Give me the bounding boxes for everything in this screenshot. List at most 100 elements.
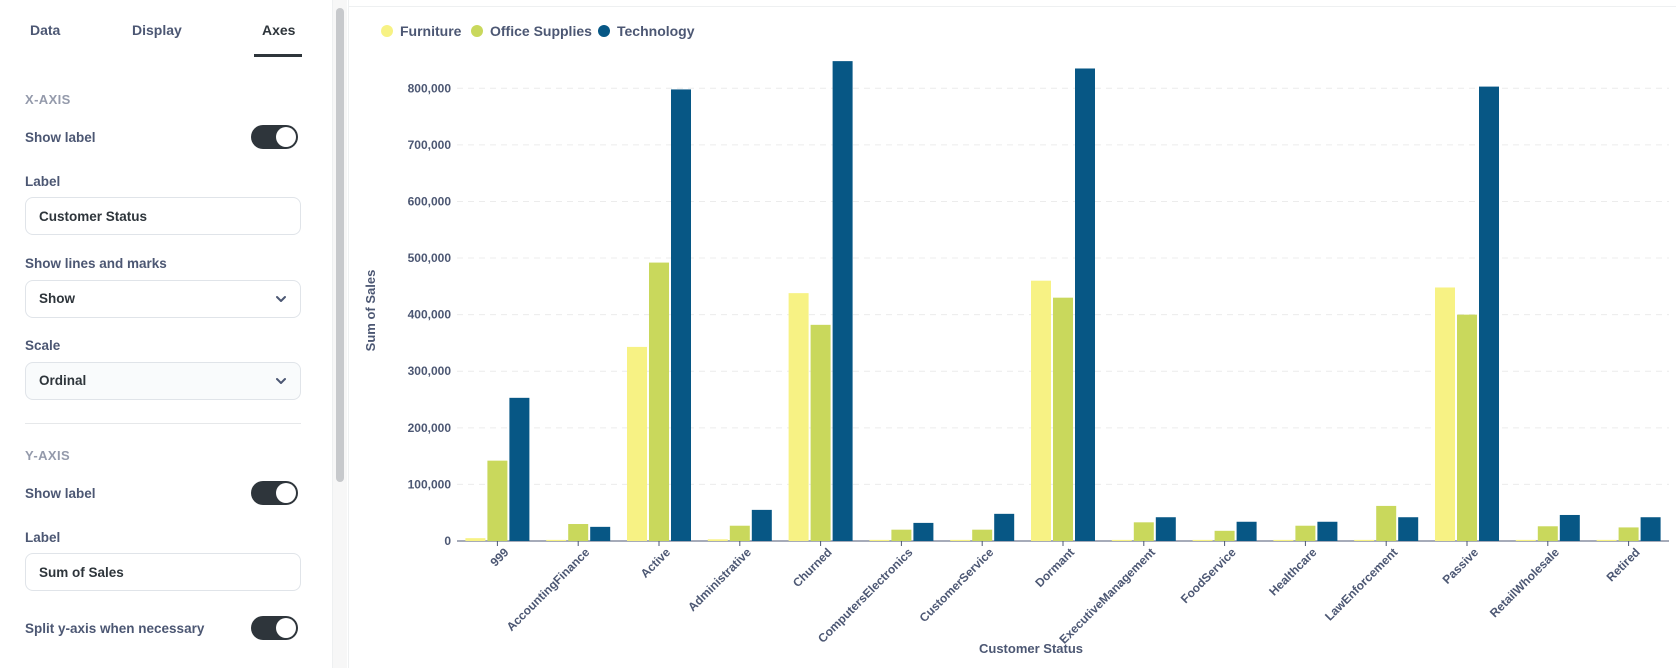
x-tick-label: Passive (1440, 545, 1482, 587)
bar-furniture (1031, 280, 1051, 541)
y-tick-label: 700,000 (408, 138, 452, 152)
bar-furniture (1515, 539, 1536, 541)
tab-data[interactable]: Data (30, 22, 61, 38)
x-axis-show-label-text: Show label (25, 130, 96, 145)
bar-chart: 0 100,000 200,000 300,000 400,000 500,000 600,… (363, 61, 1669, 656)
legend-label: Furniture (400, 23, 462, 39)
y-tick-label: 600,000 (408, 194, 452, 208)
legend-item-office-supplies[interactable]: Office Supplies (471, 22, 592, 40)
bar-furniture (1354, 539, 1375, 541)
bar-furniture (546, 539, 567, 541)
bar-office-supplies (729, 525, 750, 541)
bar-furniture (1596, 539, 1617, 541)
bar-office-supplies (568, 524, 589, 541)
bar-technology (1559, 514, 1580, 541)
y-axis-label-input[interactable] (25, 553, 301, 591)
toggle-knob (276, 618, 296, 638)
bar-office-supplies (1376, 505, 1397, 541)
sidebar-scrollbar-thumb[interactable] (336, 8, 344, 482)
x-tick-label: LawEnforcement (1322, 545, 1400, 623)
legend-label: Office Supplies (490, 23, 592, 39)
x-tick-label: Active (638, 545, 674, 581)
bar-furniture (707, 539, 728, 541)
bar-office-supplies (1133, 522, 1154, 541)
y-tick-label: 500,000 (408, 251, 452, 265)
legend-swatch (381, 25, 393, 37)
chevron-down-icon (276, 296, 286, 302)
y-tick-label: 0 (444, 534, 451, 548)
legend-item-technology[interactable]: Technology (598, 22, 695, 40)
x-axis-scale-title: Scale (25, 338, 61, 353)
legend-swatch (598, 25, 610, 37)
x-axis-lines-marks-title: Show lines and marks (25, 256, 167, 271)
bar-technology (590, 526, 611, 541)
legend-swatch (471, 25, 483, 37)
bar-office-supplies (1295, 525, 1316, 541)
bar-office-supplies (810, 324, 831, 541)
x-axis-scale-select[interactable]: Ordinal (25, 362, 301, 400)
bar-furniture (1435, 287, 1455, 541)
x-axis-label-title: Label (25, 174, 61, 189)
x-axis-show-label-toggle[interactable] (251, 125, 298, 149)
bar-technology (1640, 517, 1661, 541)
y-axis-section-title: Y-AXIS (25, 448, 71, 463)
bar-technology (994, 513, 1015, 541)
bar-furniture (1111, 539, 1132, 541)
x-axis-title: Customer Status (979, 641, 1083, 656)
bar-office-supplies (1214, 530, 1235, 541)
bar-furniture (788, 293, 809, 541)
x-tick-label: Retired (1604, 545, 1643, 584)
x-tick-label: CustomerService (917, 545, 997, 625)
bar-office-supplies (972, 529, 993, 541)
bar-technology (1236, 521, 1257, 541)
y-axis-show-label-toggle[interactable] (251, 481, 298, 505)
x-tick-label: Administrative (685, 545, 754, 614)
bar-office-supplies (1537, 526, 1558, 541)
x-tick-label: ComputersElectronics (815, 545, 916, 646)
top-border (348, 6, 1676, 7)
tab-axes[interactable]: Axes (262, 22, 296, 38)
chevron-down-icon (276, 378, 286, 384)
bar-office-supplies (1457, 314, 1477, 541)
y-axis-title: Sum of Sales (363, 270, 378, 352)
chart-panel: Furniture Office Supplies Technology 0 100,… (348, 0, 1676, 668)
y-axis-label-title: Label (25, 530, 61, 545)
bar-furniture (1192, 539, 1213, 541)
y-axis-split-toggle[interactable] (251, 616, 298, 640)
y-tick-label: 800,000 (408, 81, 452, 95)
x-tick-label: AccountingFinance (504, 545, 593, 634)
bar-technology (832, 61, 853, 541)
bar-furniture (869, 539, 890, 541)
bar-furniture (950, 539, 971, 541)
bar-office-supplies (891, 529, 912, 541)
y-tick-label: 200,000 (408, 421, 452, 435)
bar-technology (1317, 521, 1338, 541)
bar-furniture (465, 538, 486, 541)
bar-technology (1155, 517, 1176, 541)
tab-display[interactable]: Display (132, 22, 182, 38)
bar-furniture (627, 346, 647, 541)
active-tab-indicator (254, 54, 302, 57)
bar-technology (509, 397, 530, 541)
x-axis-scale-value: Ordinal (39, 373, 87, 388)
x-axis-label-input[interactable] (25, 197, 301, 235)
x-tick-label: Healthcare (1266, 545, 1320, 599)
bar-office-supplies (1053, 297, 1073, 541)
bar-technology (751, 509, 772, 541)
x-axis-lines-marks-select[interactable]: Show (25, 280, 301, 318)
settings-sidebar: Data Display Axes X-AXIS Show label Labe… (0, 0, 333, 668)
toggle-knob (276, 127, 296, 147)
y-axis-split-text: Split y-axis when necessary (25, 621, 205, 636)
y-tick-label: 100,000 (408, 477, 452, 491)
bar-office-supplies (649, 262, 669, 541)
settings-tabs: Data Display Axes (0, 0, 333, 58)
x-tick-label: Churned (790, 545, 835, 590)
bar-office-supplies (1618, 527, 1639, 541)
y-tick-label: 300,000 (408, 364, 452, 378)
x-axis-lines-marks-value: Show (39, 291, 75, 306)
bar-office-supplies (487, 460, 508, 541)
legend-item-furniture[interactable]: Furniture (381, 22, 461, 40)
y-tick-label: 400,000 (408, 308, 452, 322)
bar-technology (671, 89, 691, 542)
